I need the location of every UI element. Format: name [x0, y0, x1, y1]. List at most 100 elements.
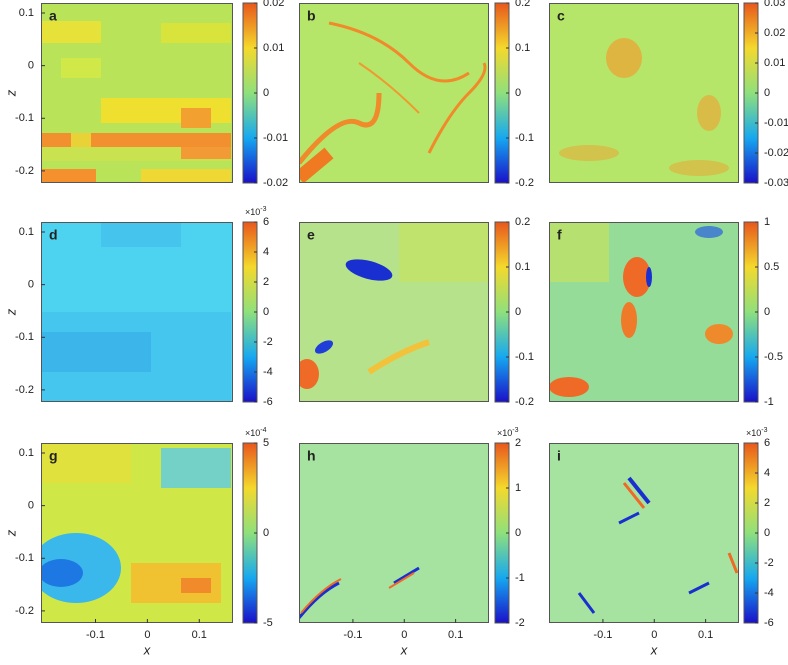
- colorbar-scale: ×10-4: [245, 427, 267, 439]
- x-tick-label: 0.1: [448, 629, 463, 641]
- x-axis-label: x: [650, 642, 658, 657]
- heatmap-feature: [181, 108, 211, 128]
- heatmap-feature: [697, 95, 721, 131]
- panel-label: c: [557, 8, 565, 24]
- colorbar-tick-label: 0: [263, 306, 269, 318]
- heatmap-feature: [101, 222, 181, 247]
- heatmap-background: [299, 443, 489, 623]
- colorbar-tick-label: -1: [764, 396, 774, 408]
- y-tick-label: 0: [28, 500, 34, 512]
- panel: a 0.1 0 -0.1 -0.2: [15, 3, 233, 183]
- colorbar-tick-label: 0.1: [515, 42, 530, 54]
- colorbar-tick-label: 0: [515, 306, 521, 318]
- colorbar-tick-label: -1: [515, 572, 525, 584]
- colorbar-tick-label: 0.01: [764, 57, 785, 69]
- heatmap-feature: [627, 476, 651, 505]
- colorbar-tick-label: -4: [263, 366, 273, 378]
- colorbar-tick-label: 0: [764, 306, 770, 318]
- colorbar-tick-label: -0.02: [263, 177, 288, 189]
- heatmap-feature: [181, 147, 231, 159]
- x-axis-label: x: [400, 642, 408, 657]
- plot-frame: [549, 443, 739, 623]
- heatmap-feature: [388, 572, 415, 589]
- colorbar-scale-base: ×10: [497, 428, 512, 438]
- y-tick-label: -0.1: [15, 331, 34, 343]
- heatmap-feature: [559, 145, 619, 161]
- colorbar-tick-label: -0.1: [515, 132, 534, 144]
- panel: f: [549, 222, 739, 402]
- colorbar-scale: ×10-3: [245, 206, 267, 218]
- colorbar-tick-label: 0.03: [764, 0, 785, 9]
- heatmap-image: [549, 222, 739, 402]
- y-tick-label: 0.1: [19, 7, 34, 19]
- colorbar-tick-label: 6: [263, 216, 269, 228]
- colorbar-tick-label: 4: [263, 246, 269, 258]
- panel-label: e: [307, 227, 315, 243]
- x-tick-label: -0.1: [593, 629, 612, 641]
- heatmap-feature: [299, 147, 334, 183]
- colorbar-tick-label: 0.1: [515, 261, 530, 273]
- y-axis-label: z: [3, 89, 18, 97]
- colorbar-tick-label: 0: [515, 527, 521, 539]
- y-tick-label: 0.1: [19, 226, 34, 238]
- colorbar-tick-label: 4: [764, 467, 770, 479]
- x-axis-label: x: [143, 642, 151, 657]
- panel: i -0.1 0 0.1 x: [549, 443, 739, 657]
- colorbar-tick-label: -0.01: [764, 117, 788, 129]
- colorbar-tick-label: 2: [764, 497, 770, 509]
- colorbar-tick-label: 0: [764, 87, 770, 99]
- panel: g 0.1 0 -0.1 -0.2 -0.1 0 0.1 x: [15, 443, 233, 657]
- heatmap-feature: [41, 332, 151, 372]
- panel: c: [549, 3, 739, 183]
- panel-label: g: [49, 448, 58, 464]
- plot-frame: [299, 443, 489, 623]
- heatmap-feature: [299, 359, 319, 389]
- colorbar-tick-label: 1: [515, 482, 521, 494]
- colorbar-tick-label: 6: [764, 437, 770, 449]
- heatmap-feature: [727, 552, 739, 574]
- heatmap-feature: [71, 133, 91, 147]
- colorbar-tick-label: 0: [764, 527, 770, 539]
- colorbar-tick-label: -0.03: [764, 177, 788, 189]
- heatmap-feature: [141, 169, 231, 183]
- colorbar-tick-label: 0: [263, 527, 269, 539]
- panel: d 0.1 0 -0.1 -0.2: [15, 222, 233, 402]
- plot-frame: [549, 222, 739, 402]
- heatmap-feature: [549, 222, 609, 282]
- x-tick-label: 0.1: [192, 629, 207, 641]
- colorbar-scale-exponent: -3: [761, 427, 767, 434]
- heatmap-feature: [41, 169, 96, 183]
- heatmap-feature: [358, 62, 420, 114]
- colorbar-tick-label: 0.01: [263, 42, 284, 54]
- heatmap-feature: [622, 482, 646, 509]
- heatmap-feature: [300, 578, 342, 614]
- panel-label: b: [307, 8, 316, 24]
- plot-frame: [41, 443, 233, 623]
- panel: b: [299, 3, 489, 183]
- heatmap-feature: [328, 21, 470, 83]
- panel: h -0.1 0 0.1 x: [299, 443, 489, 657]
- colorbar-tick-label: -5: [263, 617, 273, 629]
- panel: e: [299, 222, 489, 402]
- y-tick-label: -0.2: [15, 165, 34, 177]
- heatmap-background: [299, 3, 489, 183]
- colorbar-tick-label: -6: [263, 396, 273, 408]
- colorbar-scale: ×10-3: [497, 427, 519, 439]
- plot-frame: [299, 3, 489, 183]
- colorbar-tick-label: 0: [515, 87, 521, 99]
- heatmap-feature: [688, 581, 710, 595]
- y-tick-label: 0.1: [19, 447, 34, 459]
- heatmap-feature: [299, 581, 340, 619]
- colorbar-scale-base: ×10: [245, 207, 260, 217]
- panel-label: f: [557, 227, 562, 243]
- heatmap-feature: [427, 62, 487, 154]
- x-tick-label: 0: [401, 629, 407, 641]
- colorbar-tick-label: -0.02: [764, 147, 788, 159]
- colorbar-tick-label: -0.01: [263, 132, 288, 144]
- heatmap-background: [549, 443, 739, 623]
- plot-frame: [299, 222, 489, 402]
- x-tick-label: -0.1: [343, 629, 362, 641]
- heatmap-feature: [618, 511, 640, 525]
- colorbar-tick-label: 0.2: [515, 216, 530, 228]
- heatmap-feature: [101, 98, 231, 123]
